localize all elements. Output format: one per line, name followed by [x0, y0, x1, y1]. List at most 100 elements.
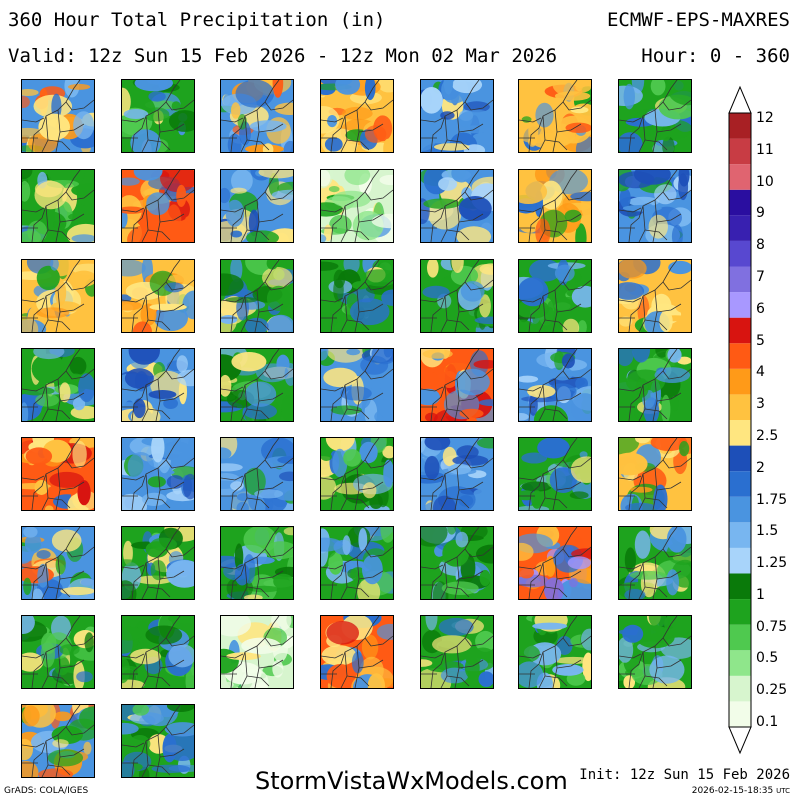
- colorbar-tick-label: 3: [756, 396, 765, 413]
- colorbar-tick-label: 11: [756, 141, 774, 158]
- precip-field-map: [221, 527, 293, 599]
- timestamp-value: 2026-02-15-18:35: [691, 786, 774, 796]
- precip-field-map: [221, 616, 293, 688]
- precip-field-map: [221, 349, 293, 421]
- precip-field-map: [619, 260, 691, 332]
- ensemble-member-panel: [21, 348, 95, 422]
- colorbar-tick-label: 7: [756, 268, 765, 285]
- colorbar-swatch: [729, 496, 751, 523]
- valid-period: Valid: 12z Sun 15 Feb 2026 - 12z Mon 02 …: [8, 45, 558, 67]
- ensemble-member-panel: [220, 526, 294, 600]
- colorbar-tick-label: 1.5: [756, 523, 779, 540]
- colorbar-swatch: [729, 215, 751, 241]
- colorbar-swatch: [729, 113, 751, 139]
- precip-field-map: [22, 705, 94, 777]
- precip-field-map: [22, 260, 94, 332]
- precip-field-map: [122, 349, 194, 421]
- colorbar-swatch: [729, 573, 751, 600]
- colorbar-tick-label: 9: [756, 205, 765, 222]
- ensemble-member-panel: [21, 526, 95, 600]
- ensemble-member-grid: [21, 79, 692, 778]
- precip-field-map: [321, 260, 393, 332]
- colorbar-tick-label: 8: [756, 237, 765, 254]
- precip-field-map: [421, 438, 493, 510]
- precip-field-map: [519, 349, 591, 421]
- ensemble-member-panel: [320, 348, 394, 422]
- ensemble-member-panel: [320, 79, 394, 153]
- colorbar-swatch: [729, 292, 751, 318]
- precip-field-map: [619, 438, 691, 510]
- precip-field-map: [22, 349, 94, 421]
- ensemble-member-panel: [21, 704, 95, 778]
- precip-field-map: [22, 616, 94, 688]
- precip-field-map: [421, 80, 493, 152]
- precip-field-map: [221, 438, 293, 510]
- ensemble-member-panel: [220, 437, 294, 511]
- colorbar-swatch: [729, 266, 751, 293]
- colorbar-tick-label: 1.25: [756, 555, 788, 572]
- ensemble-member-panel: [420, 79, 494, 153]
- precip-field-map: [421, 527, 493, 599]
- colorbar-tick-label: 0.1: [756, 714, 779, 730]
- ensemble-member-panel: [518, 79, 592, 153]
- precip-field-map: [321, 616, 393, 688]
- colorbar-swatch: [729, 368, 751, 395]
- ensemble-member-panel: [618, 348, 692, 422]
- ensemble-member-panel: [220, 348, 294, 422]
- ensemble-member-panel: [518, 437, 592, 511]
- website-credit: StormVistaWxModels.com: [255, 767, 568, 795]
- colorbar-swatch: [729, 164, 751, 190]
- colorbar-swatch: [729, 317, 751, 344]
- ensemble-member-panel: [121, 437, 195, 511]
- precip-field-map: [321, 349, 393, 421]
- precip-field-map: [321, 170, 393, 242]
- ensemble-member-panel: [518, 615, 592, 689]
- precip-field-map: [619, 80, 691, 152]
- precip-field-map: [619, 527, 691, 599]
- precip-field-map: [619, 616, 691, 688]
- precip-field-map: [519, 80, 591, 152]
- ensemble-member-panel: [121, 704, 195, 778]
- ensemble-member-panel: [420, 437, 494, 511]
- ensemble-member-panel: [121, 526, 195, 600]
- precip-field-map: [519, 260, 591, 332]
- colorbar-tick-label: 0.5: [756, 650, 779, 667]
- ensemble-member-panel: [618, 437, 692, 511]
- init-time: Init: 12z Sun 15 Feb 2026: [579, 767, 790, 783]
- colorbar-tick-label: 4: [756, 364, 765, 381]
- ensemble-member-panel: [121, 169, 195, 243]
- ensemble-member-panel: [220, 169, 294, 243]
- ensemble-member-panel: [21, 169, 95, 243]
- ensemble-member-panel: [518, 526, 592, 600]
- grads-credit: GrADS: COLA/IGES: [4, 786, 89, 796]
- map-title: 360 Hour Total Precipitation (in): [8, 9, 386, 31]
- ensemble-member-panel: [320, 437, 394, 511]
- precip-field-map: [122, 616, 194, 688]
- precip-field-map: [122, 170, 194, 242]
- colorbar-tick-label: 2: [756, 459, 765, 476]
- ensemble-member-panel: [518, 259, 592, 333]
- precip-field-map: [22, 438, 94, 510]
- precip-field-map: [421, 616, 493, 688]
- ensemble-member-panel: [21, 437, 95, 511]
- precip-field-map: [122, 438, 194, 510]
- precip-field-map: [221, 80, 293, 152]
- ensemble-member-panel: [420, 169, 494, 243]
- ensemble-member-panel: [320, 615, 394, 689]
- colorbar-swatch: [729, 445, 751, 472]
- ensemble-member-panel: [220, 615, 294, 689]
- precipitation-colorbar: [728, 85, 752, 755]
- precip-field-map: [122, 527, 194, 599]
- precip-field-map: [321, 80, 393, 152]
- colorbar-swatch: [729, 547, 751, 574]
- precip-field-map: [519, 438, 591, 510]
- colorbar-tick-label: 1: [756, 586, 765, 603]
- ensemble-member-panel: [320, 259, 394, 333]
- colorbar-tick-label: 2.5: [756, 427, 779, 444]
- ensemble-member-panel: [618, 169, 692, 243]
- colorbar-tick-label: 0.25: [756, 682, 788, 699]
- ensemble-member-panel: [420, 348, 494, 422]
- ensemble-member-panel: [121, 79, 195, 153]
- ensemble-member-panel: [220, 79, 294, 153]
- colorbar-swatch: [729, 522, 751, 548]
